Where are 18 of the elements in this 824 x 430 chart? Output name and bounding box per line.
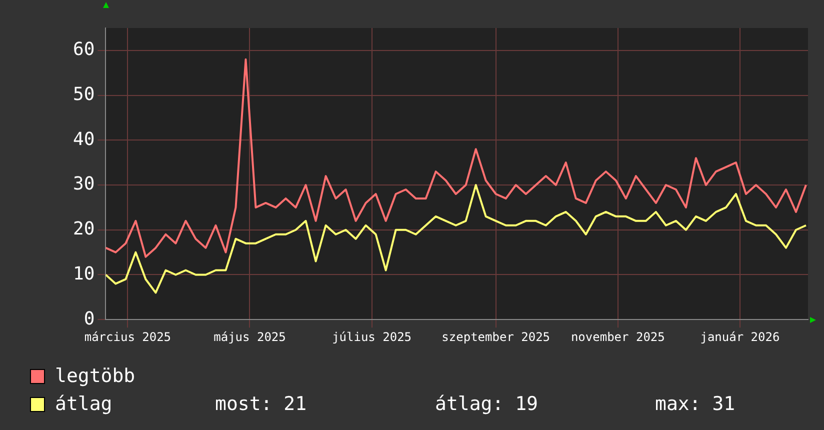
y-tick-label: 50 <box>72 84 95 105</box>
y-tick-label: 20 <box>72 218 95 240</box>
y-tick-label: 40 <box>72 128 95 150</box>
x-tick-label: március 2025 <box>84 330 172 344</box>
x-tick-label: július 2025 <box>332 330 412 344</box>
text: most: 21 <box>215 392 308 417</box>
text: max: 31 <box>655 392 736 417</box>
legend-label: átlag <box>55 392 114 417</box>
x-tick-label: május 2025 <box>214 330 286 344</box>
y-tick-label: 0 <box>84 308 95 330</box>
y-tick-label: 30 <box>72 174 95 195</box>
y-tick-label: 60 <box>72 39 95 60</box>
x-tick-label: szeptember 2025 <box>442 330 550 344</box>
x-tick-label: január 2026 <box>700 330 780 344</box>
x-tick-label: november 2025 <box>570 330 665 344</box>
y-tick-label: 10 <box>72 263 95 284</box>
text: átlag: 19 <box>435 392 539 417</box>
legend-label: legtöbb <box>55 364 136 389</box>
